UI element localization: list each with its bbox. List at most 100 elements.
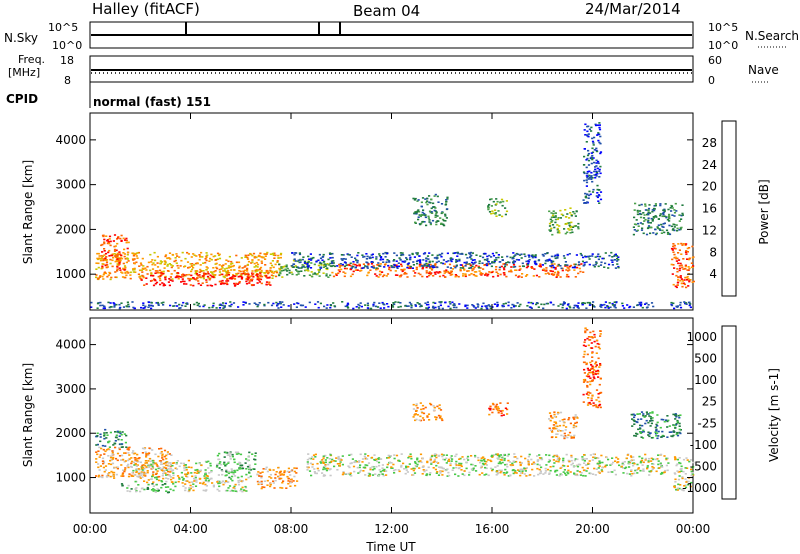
velocity-cell (194, 476, 197, 479)
velocity-cell (553, 415, 556, 418)
power-cell (270, 271, 273, 274)
power-cell (611, 259, 614, 262)
velocity-cell (316, 467, 319, 470)
power-cell (415, 211, 418, 214)
power-cell (489, 271, 492, 274)
power-cell (556, 254, 560, 257)
power-cell (293, 258, 296, 260)
power-cell (679, 262, 682, 265)
velocity-cell (576, 464, 579, 467)
power-cell (345, 264, 348, 266)
power-cell (170, 273, 173, 275)
power-cell (280, 306, 283, 308)
power-cell (333, 265, 337, 268)
power-cell (269, 253, 272, 255)
power-cell (227, 260, 230, 263)
velocity-cell (604, 465, 607, 468)
velocity-cell (161, 474, 164, 477)
velocity-cell (513, 456, 516, 458)
power-cell (223, 270, 226, 272)
power-cell (587, 152, 590, 155)
velocity-cell (340, 459, 343, 461)
power-cell (577, 261, 581, 263)
velocity-cell (114, 431, 117, 433)
velocity-cell (589, 392, 592, 394)
velocity-cell (160, 451, 163, 453)
velocity-cell (196, 472, 199, 474)
power-cell (452, 306, 456, 309)
velocity-cell (222, 463, 226, 465)
velocity-cell (470, 463, 473, 466)
velocity-cell (570, 437, 573, 439)
velocity-cell (514, 471, 517, 474)
velocity-cell (529, 474, 532, 476)
power-cell (126, 257, 129, 259)
velocity-cell (562, 461, 565, 463)
power-cell (155, 281, 159, 284)
power-cell (586, 193, 589, 196)
velocity-cell (133, 464, 136, 466)
velocity-cell (605, 464, 608, 466)
power-cell (441, 307, 444, 310)
power-cell (488, 271, 491, 273)
velocity-cell (553, 413, 556, 416)
power-cell (214, 270, 217, 272)
velocity-cell (599, 364, 602, 366)
power-cell (489, 305, 492, 308)
velocity-cell (338, 465, 341, 467)
velocity-cell (182, 479, 185, 481)
power-cell (646, 209, 649, 211)
power-cell (424, 302, 427, 304)
power-cell (558, 225, 561, 227)
power-cell (550, 263, 553, 265)
velocity-cell (504, 463, 507, 466)
power-cell (307, 255, 310, 258)
power-cell (366, 265, 369, 268)
power-cell (264, 258, 267, 260)
power-cell (246, 258, 250, 260)
power-cell (379, 257, 383, 259)
power-cell (552, 260, 555, 263)
power-cell (567, 270, 570, 272)
power-cell (636, 229, 639, 232)
power-cell (238, 282, 241, 284)
velocity-cell (598, 460, 601, 462)
power-cell (252, 252, 256, 255)
power-cell (358, 304, 361, 307)
power-cell (180, 259, 183, 262)
power-cell (495, 257, 498, 259)
power-cell (150, 304, 153, 307)
velocity-cell (204, 473, 207, 475)
velocity-cell (583, 458, 586, 460)
power-cell (338, 266, 341, 269)
velocity-cell (282, 480, 285, 482)
power-cell (604, 262, 607, 265)
power-cell (508, 261, 511, 264)
power-cell (604, 301, 607, 303)
power-cell (227, 280, 230, 282)
velocity-cell (123, 452, 126, 454)
velocity-cell (682, 470, 685, 473)
power-cell (135, 261, 138, 264)
velocity-cell (598, 403, 602, 406)
velocity-cell (657, 454, 660, 456)
power-cell (426, 264, 429, 267)
power-cell (559, 276, 562, 278)
power-cell (474, 307, 477, 309)
power-cell (598, 126, 601, 129)
power-cell (421, 267, 424, 270)
power-cell (599, 305, 602, 308)
velocity-cell (679, 468, 682, 470)
velocity-cell (218, 485, 221, 488)
power-cell (435, 261, 438, 264)
velocity-cell (691, 466, 694, 469)
velocity-cell (121, 473, 124, 476)
power-cell (591, 154, 594, 157)
velocity-cell (591, 379, 594, 381)
velocity-cell (289, 474, 292, 476)
power-cell (111, 265, 114, 268)
power-cell (468, 267, 471, 269)
power-cell (406, 258, 409, 261)
velocity-cell (585, 470, 588, 472)
velocity-cell (614, 473, 617, 476)
